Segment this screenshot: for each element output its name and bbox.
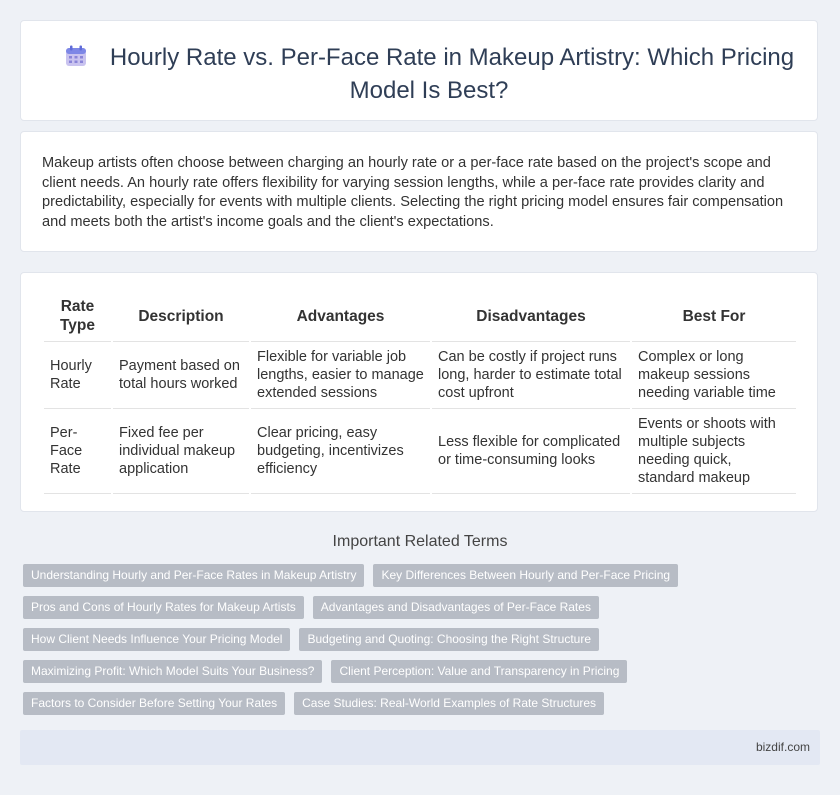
footer-brand-link[interactable]: bizdif.com: [755, 740, 810, 754]
footer: bizdif.com: [20, 730, 820, 765]
table-header-row: Rate Type Description Advantages Disadva…: [44, 291, 796, 342]
cell-disadvantages: Can be costly if project runs long, hard…: [432, 342, 630, 409]
intro-card: Makeup artists often choose between char…: [20, 131, 818, 252]
header-rate-type: Rate Type: [44, 291, 111, 342]
table-row: Per-Face Rate Fixed fee per individual m…: [44, 409, 796, 494]
tag-row: Understanding Hourly and Per-Face Rates …: [23, 564, 813, 587]
cell-rate-type: Hourly Rate: [44, 342, 111, 409]
page-title-wrap: Hourly Rate vs. Per-Face Rate in Makeup …: [61, 43, 797, 106]
cell-description: Payment based on total hours worked: [113, 342, 249, 409]
related-term-tag[interactable]: Pros and Cons of Hourly Rates for Makeup…: [23, 596, 304, 619]
comparison-table: Rate Type Description Advantages Disadva…: [42, 291, 798, 494]
tag-row: Factors to Consider Before Setting Your …: [23, 692, 813, 715]
related-term-tag[interactable]: Budgeting and Quoting: Choosing the Righ…: [299, 628, 600, 651]
related-term-tag[interactable]: Case Studies: Real-World Examples of Rat…: [294, 692, 605, 715]
cell-advantages: Clear pricing, easy budgeting, incentivi…: [251, 409, 430, 494]
page-title: Hourly Rate vs. Per-Face Rate in Makeup …: [109, 44, 795, 104]
header-advantages: Advantages: [251, 291, 430, 342]
comparison-table-card: Rate Type Description Advantages Disadva…: [20, 272, 818, 512]
cell-description: Fixed fee per individual makeup applicat…: [113, 409, 249, 494]
cell-best-for: Complex or long makeup sessions needing …: [632, 342, 796, 409]
related-terms-title: Important Related Terms: [332, 533, 508, 550]
tag-row: Maximizing Profit: Which Model Suits You…: [23, 660, 813, 683]
related-term-tag[interactable]: Understanding Hourly and Per-Face Rates …: [23, 564, 365, 587]
related-term-tag[interactable]: How Client Needs Influence Your Pricing …: [23, 628, 291, 651]
calendar-icon: [64, 44, 88, 76]
header-disadvantages: Disadvantages: [432, 291, 630, 342]
cell-advantages: Flexible for variable job lengths, easie…: [251, 342, 430, 409]
related-term-tag[interactable]: Factors to Consider Before Setting Your …: [23, 692, 286, 715]
table-row: Hourly Rate Payment based on total hours…: [44, 342, 796, 409]
related-term-tag[interactable]: Maximizing Profit: Which Model Suits You…: [23, 660, 323, 683]
cell-best-for: Events or shoots with multiple subjects …: [632, 409, 796, 494]
related-term-tag[interactable]: Advantages and Disadvantages of Per-Face…: [312, 596, 599, 619]
related-terms-list: Understanding Hourly and Per-Face Rates …: [23, 564, 813, 724]
header-description: Description: [113, 291, 249, 342]
tag-row: How Client Needs Influence Your Pricing …: [23, 628, 813, 651]
cell-rate-type: Per-Face Rate: [44, 409, 111, 494]
header-best-for: Best For: [632, 291, 796, 342]
related-term-tag[interactable]: Key Differences Between Hourly and Per-F…: [373, 564, 679, 587]
title-card: Hourly Rate vs. Per-Face Rate in Makeup …: [20, 20, 818, 121]
tag-row: Pros and Cons of Hourly Rates for Makeup…: [23, 596, 813, 619]
intro-paragraph: Makeup artists often choose between char…: [42, 155, 784, 230]
related-term-tag[interactable]: Client Perception: Value and Transparenc…: [331, 660, 628, 683]
cell-disadvantages: Less flexible for complicated or time-co…: [432, 409, 630, 494]
